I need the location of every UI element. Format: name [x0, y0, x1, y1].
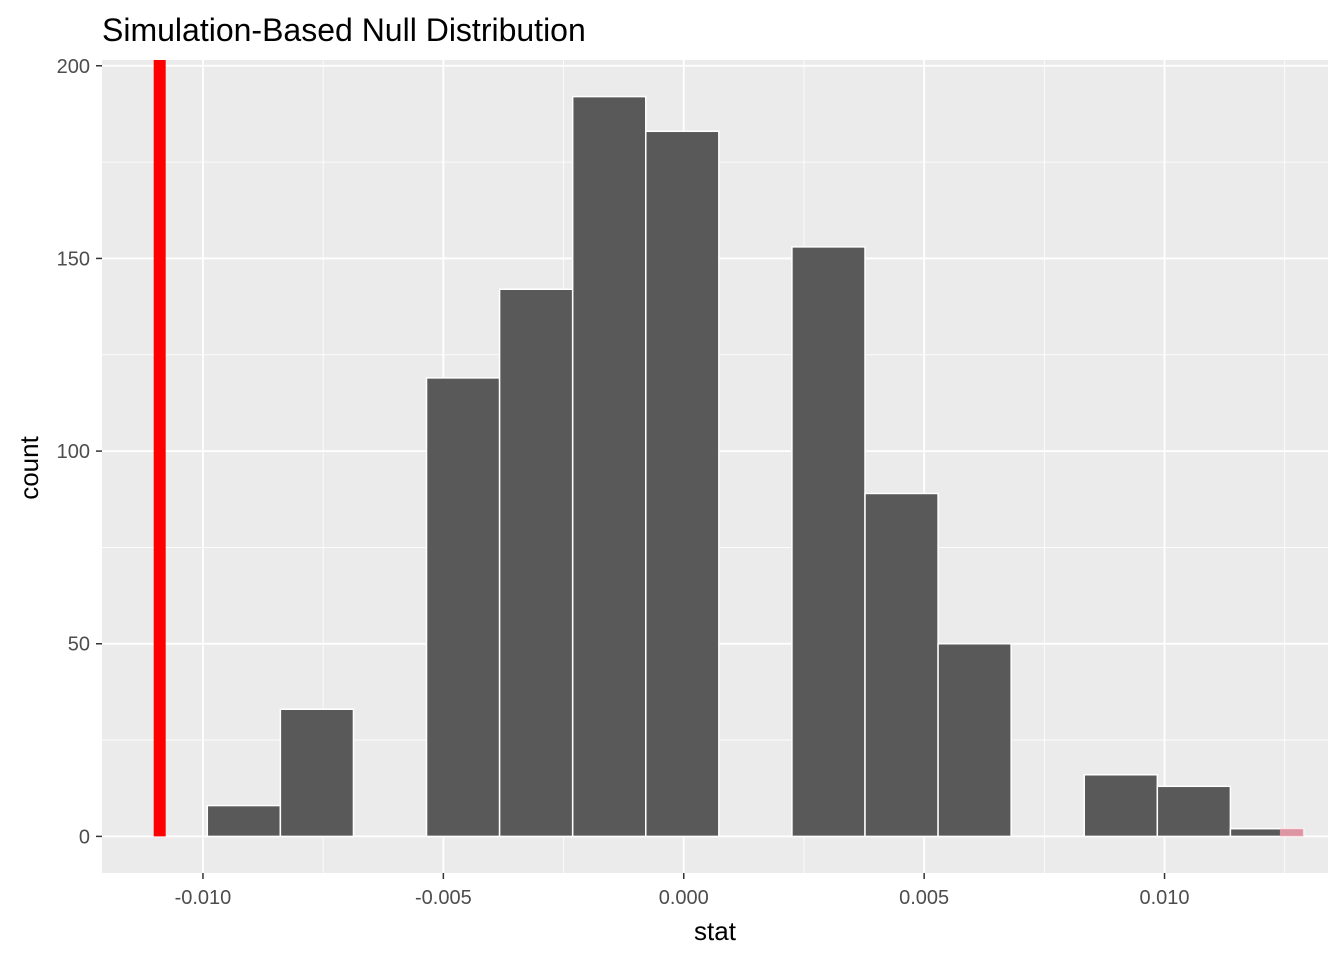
- y-axis-ticks: 0 50 100 150 200: [57, 56, 102, 848]
- x-tick-label: 0.010: [1140, 887, 1190, 909]
- histogram-bar: [425, 377, 501, 838]
- y-tick-label: 100: [57, 441, 90, 463]
- histogram-bar: [1156, 785, 1232, 838]
- histogram-bar: [571, 95, 647, 838]
- histogram-bar: [864, 492, 939, 838]
- histogram-bar: [645, 130, 720, 838]
- chart-title: Simulation-Based Null Distribution: [102, 12, 586, 48]
- histogram-bar: [791, 246, 866, 838]
- y-tick-label: 50: [68, 634, 90, 656]
- histogram-bar: [498, 288, 574, 838]
- histogram-bar: [1083, 773, 1159, 838]
- y-tick-label: 150: [57, 248, 90, 270]
- x-tick-label: 0.000: [659, 887, 709, 909]
- x-axis-ticks: -0.010 -0.005 0.000 0.005 0.010: [175, 873, 1190, 909]
- shaded-tail-region: [1279, 828, 1304, 837]
- histogram-bar: [937, 642, 1012, 838]
- x-axis-title: stat: [694, 916, 737, 946]
- y-axis-title: count: [14, 435, 44, 499]
- x-tick-label: -0.010: [175, 887, 232, 909]
- histogram-bars: [206, 95, 1305, 838]
- x-tick-label: -0.005: [415, 887, 472, 909]
- y-tick-label: 200: [57, 56, 90, 78]
- histogram-bar: [279, 708, 355, 838]
- histogram-bar: [206, 804, 282, 838]
- x-tick-label: 0.005: [899, 887, 949, 909]
- shaded-tail-area: [1279, 828, 1304, 837]
- y-tick-label: 0: [79, 826, 90, 848]
